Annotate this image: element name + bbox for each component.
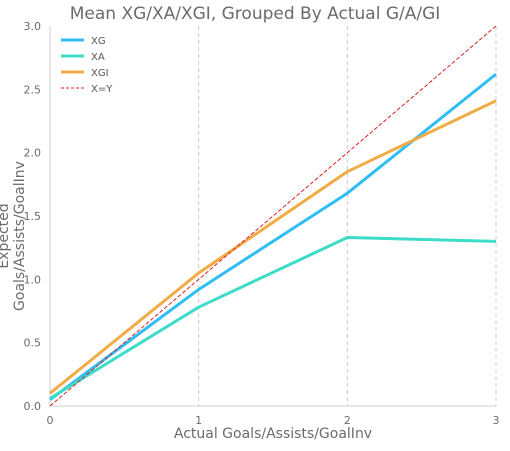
- x-tick-label: 0: [47, 414, 54, 427]
- series-line-xa: [49, 236, 497, 400]
- y-tick-label: 0.0: [24, 400, 42, 413]
- x-tick-label: 1: [195, 414, 202, 427]
- legend-label: X=Y: [91, 84, 113, 95]
- legend-label: XGI: [91, 68, 109, 79]
- y-axis-label: Expected Goals/Assists/GoalInv: [0, 161, 28, 311]
- axes: [49, 26, 496, 407]
- y-tick-label: 2.0: [24, 147, 42, 160]
- x-axis-label: Actual Goals/Assists/GoalInv: [173, 426, 373, 442]
- tick-labels: 0 1 2 3 0.0 0.5 1.0 1.5 2.0 2.5 3.0: [24, 20, 500, 427]
- series-line-x-y: [49, 25, 497, 407]
- legend: XG XA XGI X=Y: [61, 36, 113, 95]
- series-lines: [49, 25, 497, 407]
- y-tick-label: 1.0: [24, 273, 42, 286]
- legend-label: XA: [91, 52, 105, 63]
- y-tick-label: 0.5: [24, 337, 42, 350]
- x-tick-label: 2: [344, 414, 351, 427]
- x-tick-label: 3: [493, 414, 500, 427]
- chart-title: Mean XG/XA/XGI, Grouped By Actual G/A/GI: [69, 4, 441, 24]
- series-line-xg: [49, 72, 497, 401]
- series-line-xgi: [49, 99, 497, 395]
- gridlines: [198, 26, 497, 406]
- legend-label: XG: [91, 36, 106, 47]
- y-tick-label: 2.5: [24, 83, 42, 96]
- y-tick-label: 1.5: [24, 210, 42, 223]
- y-tick-label: 3.0: [24, 20, 42, 33]
